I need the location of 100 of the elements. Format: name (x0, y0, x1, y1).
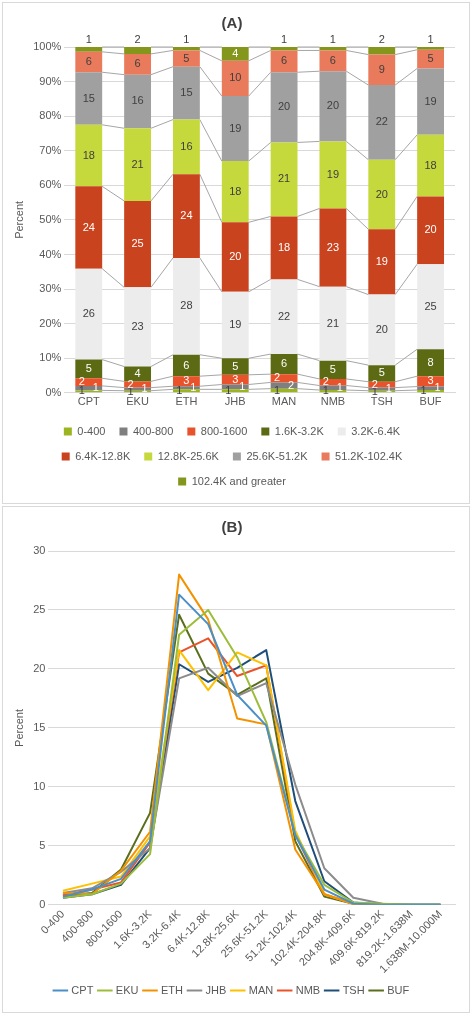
data-label: 10 (229, 71, 242, 84)
x-tick-label: NMB (320, 395, 346, 408)
data-label: 5 (329, 362, 336, 375)
data-label: 1 (141, 382, 148, 395)
y-axis-title: Percent (12, 708, 25, 747)
data-label: 28 (180, 299, 193, 312)
legend-label: 3.2K-6.4K (351, 424, 401, 437)
y-tick-label: 10 (33, 779, 46, 792)
data-label: 16 (180, 139, 193, 152)
data-label: 6 (85, 55, 92, 68)
legend-label: JHB (205, 983, 227, 996)
y-tick-label: 25 (33, 603, 46, 616)
y-tick-label: 30% (39, 282, 62, 295)
y-tick-label: 0 (39, 897, 46, 910)
legend-label: EKU (115, 983, 139, 996)
data-label: 5 (183, 51, 190, 64)
y-tick-label: 20% (39, 316, 62, 329)
chart-title: (A) (221, 14, 243, 32)
data-label: 1 (329, 33, 336, 46)
data-label: 1 (274, 383, 281, 396)
data-label: 20 (375, 322, 388, 335)
x-tick-label: CPT (77, 395, 101, 408)
data-label: 23 (326, 240, 340, 253)
data-label: 6 (183, 358, 190, 371)
data-label: 2 (134, 33, 141, 46)
y-tick-label: 20 (33, 661, 46, 674)
data-label: 1 (434, 381, 441, 394)
data-label: 1 (225, 383, 232, 396)
data-label: 3 (232, 372, 239, 385)
y-tick-label: 0% (45, 385, 62, 398)
data-label: 19 (229, 318, 242, 331)
y-tick-label: 40% (39, 247, 62, 260)
data-label: 25 (424, 299, 437, 312)
legend-label: 102.4K and greater (191, 474, 287, 487)
y-tick-label: 5 (39, 838, 46, 851)
legend-label: 51.2K-102.4K (335, 449, 403, 462)
data-label: 18 (82, 148, 95, 161)
y-tick-label: 15 (33, 720, 46, 733)
legend-label: 1.6K-3.2K (274, 424, 325, 437)
data-label: 5 (232, 359, 239, 372)
data-label: 21 (326, 316, 340, 329)
legend-label: NMB (295, 983, 321, 996)
data-label: 21 (277, 172, 291, 185)
legend-label: TSH (342, 983, 365, 996)
data-label: 2 (322, 375, 329, 388)
x-tick-label: EKU (126, 395, 149, 408)
y-tick-label: 30 (33, 544, 46, 557)
data-label: 1 (183, 33, 190, 46)
data-label: 6 (281, 54, 288, 67)
legend-label: MAN (248, 983, 274, 996)
data-label: 24 (82, 220, 95, 233)
data-label: 15 (82, 91, 95, 104)
data-label: 3 (427, 374, 434, 387)
y-tick-label: 10% (39, 351, 62, 364)
data-label: 1 (190, 380, 197, 393)
data-label: 18 (229, 184, 242, 197)
data-label: 19 (229, 121, 242, 134)
data-label: 6 (134, 57, 141, 70)
data-label: 8 (427, 355, 434, 368)
data-label: 1 (176, 383, 183, 396)
data-label: 5 (427, 52, 434, 65)
data-label: 20 (277, 100, 291, 113)
data-label: 1 (427, 33, 434, 46)
y-tick-label: 60% (39, 178, 62, 191)
chart-title: (B) (221, 518, 243, 536)
x-tick-label: TSH (370, 395, 393, 408)
data-label: 20 (326, 99, 340, 112)
legend-label: 0-400 (77, 424, 106, 437)
y-tick-label: 50% (39, 212, 62, 225)
data-label: 4 (134, 366, 141, 379)
data-label: 6 (281, 357, 288, 370)
legend-label: 400-800 (132, 424, 174, 437)
y-tick-label: 70% (39, 143, 62, 156)
legend-label: ETH (160, 983, 184, 996)
y-tick-label: 100% (33, 40, 62, 53)
x-tick-label: MAN (271, 395, 297, 408)
data-label: 1 (239, 379, 246, 392)
legend-label: BUF (387, 983, 410, 996)
data-label: 22 (277, 309, 291, 322)
legend-label: 12.8K-25.6K (157, 449, 220, 462)
data-label: 2 (378, 33, 385, 46)
data-label: 25 (131, 237, 144, 250)
x-tick-label: BUF (419, 395, 442, 408)
data-label: 1 (85, 33, 92, 46)
data-label: 2 (288, 378, 295, 391)
data-label: 21 (131, 157, 144, 170)
data-label: 6 (329, 53, 336, 66)
data-label: 23 (131, 319, 144, 332)
data-label: 18 (277, 240, 291, 253)
data-label: 15 (180, 86, 193, 99)
data-label: 19 (375, 254, 388, 267)
data-label: 18 (424, 158, 437, 171)
data-label: 4 (232, 46, 239, 59)
data-label: 20 (229, 250, 242, 263)
legend-label: 6.4K-12.8K (75, 449, 131, 462)
data-label: 1 (281, 33, 288, 46)
y-tick-label: 80% (39, 109, 62, 122)
x-tick-label: JHB (224, 395, 246, 408)
data-label: 16 (131, 94, 144, 107)
data-label: 20 (375, 187, 388, 200)
